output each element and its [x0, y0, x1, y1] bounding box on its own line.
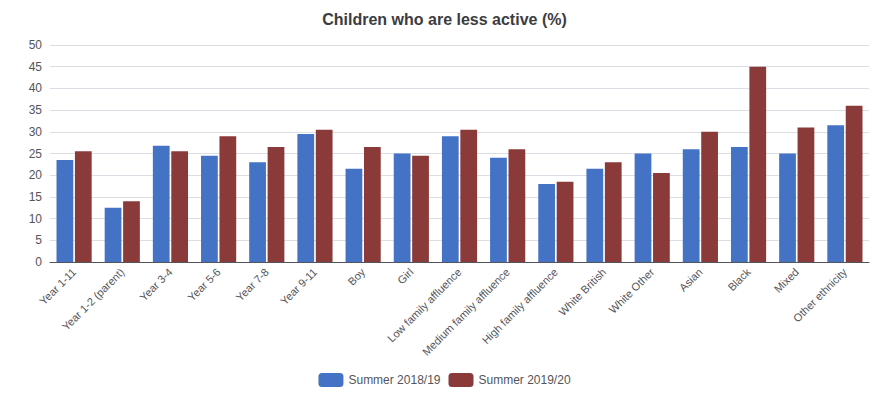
svg-text:High family affluence: High family affluence [480, 266, 560, 346]
svg-text:Black: Black [725, 265, 753, 293]
svg-text:White Other: White Other [607, 266, 657, 316]
svg-text:Year 7-8: Year 7-8 [233, 266, 271, 304]
svg-text:Children who are less active (: Children who are less active (%) [322, 11, 567, 28]
svg-text:Year 3-4: Year 3-4 [137, 266, 175, 304]
svg-text:15: 15 [29, 190, 43, 204]
svg-text:30: 30 [29, 125, 43, 139]
svg-text:Summer 2018/19: Summer 2018/19 [348, 373, 440, 387]
svg-text:20: 20 [29, 168, 43, 182]
svg-text:25: 25 [29, 147, 43, 161]
svg-text:Asian: Asian [677, 266, 705, 294]
svg-text:10: 10 [29, 212, 43, 226]
svg-text:0: 0 [35, 255, 42, 269]
svg-text:Low family affluence: Low family affluence [385, 265, 464, 345]
svg-text:Year 1-11: Year 1-11 [37, 266, 78, 307]
svg-text:Year 5-6: Year 5-6 [185, 266, 223, 304]
svg-text:50: 50 [29, 38, 43, 52]
svg-text:Mixed: Mixed [772, 266, 801, 295]
svg-text:Summer 2019/20: Summer 2019/20 [479, 373, 571, 387]
svg-text:Year 9-11: Year 9-11 [278, 266, 319, 307]
svg-text:White British: White British [556, 266, 608, 318]
svg-text:Girl: Girl [395, 266, 416, 287]
svg-text:35: 35 [29, 103, 43, 117]
svg-text:Medium family affluence: Medium family affluence [420, 266, 512, 358]
svg-text:40: 40 [29, 81, 43, 95]
svg-text:Other ethnicity: Other ethnicity [791, 265, 850, 324]
svg-text:Year 1-2 (parent): Year 1-2 (parent) [60, 266, 127, 333]
svg-text:Boy: Boy [346, 265, 368, 287]
svg-text:5: 5 [35, 233, 42, 247]
svg-text:45: 45 [29, 60, 43, 74]
